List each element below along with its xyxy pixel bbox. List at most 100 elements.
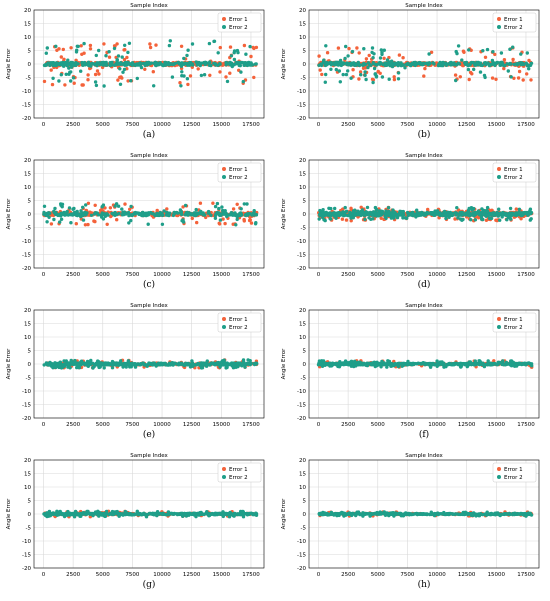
data-point [45,220,49,224]
data-point [218,70,222,74]
legend-label: Error 2 [229,325,248,331]
data-point [89,213,94,217]
data-point [235,217,239,222]
data-point [468,361,473,365]
data-point [46,61,50,65]
x-tick-label: 0 [42,272,46,278]
data-point [116,78,120,82]
x-tick-label: 17500 [517,272,535,278]
x-tick-label: 2500 [66,572,80,578]
data-point [76,212,80,217]
data-point [78,214,83,218]
data-point [483,213,488,218]
data-point [465,364,469,369]
data-point [497,207,501,211]
data-point [93,72,98,77]
data-point [126,50,130,55]
data-point [105,222,109,226]
legend-label: Error 1 [229,317,248,323]
data-point [108,206,113,210]
data-point [466,67,471,72]
data-point [139,362,143,367]
data-point [234,61,238,65]
data-point [183,363,187,367]
data-point [61,47,65,52]
data-point [123,202,127,206]
data-point [454,212,458,216]
data-point [490,208,494,213]
data-point [149,61,153,65]
data-point [151,361,155,365]
series-2 [42,39,258,88]
data-point [324,72,328,77]
legend-label: Error 1 [504,167,523,173]
y-axis-label: Angle Error [6,48,12,80]
legend [217,162,262,183]
data-point [139,65,144,70]
y-tick-label: -5 [26,76,32,82]
x-tick-label: 2500 [341,422,355,428]
x-tick-label: 2500 [66,422,80,428]
data-point [88,210,92,214]
x-tick-label: 5000 [96,122,110,128]
legend [217,312,262,333]
data-point [500,215,504,219]
data-point [422,74,426,78]
data-point [358,63,362,67]
data-point [443,213,447,218]
data-point [46,363,51,367]
data-point [130,213,134,218]
data-point [152,61,156,65]
data-point [52,217,56,222]
legend [492,162,537,183]
data-point [510,213,514,217]
data-point [387,209,391,214]
data-point [48,360,52,365]
x-tick-label: 12500 [183,272,201,278]
panel-caption: (b) [417,130,431,140]
data-point [188,74,193,78]
data-point [199,209,203,214]
data-point [72,81,76,85]
data-point [42,363,46,367]
data-point [493,52,497,57]
data-point [50,82,55,87]
data-point [469,218,473,222]
y-tick-label: -20 [22,416,31,422]
data-point [440,360,444,364]
data-point [318,68,322,72]
data-point [229,54,234,58]
data-point [135,211,140,215]
data-point [100,212,105,216]
data-point [118,82,123,87]
data-point [446,210,450,214]
data-point [454,49,458,54]
data-point [148,45,153,50]
data-point [89,64,93,68]
data-point [379,61,383,65]
data-point [201,212,205,217]
data-point [527,58,531,63]
data-point [433,209,437,213]
data-point [156,213,160,217]
data-point [217,221,221,225]
data-point [138,61,142,65]
data-point [470,72,474,76]
data-point [49,222,54,226]
data-point [102,84,106,88]
data-point [405,210,410,215]
data-point [53,365,58,369]
data-point [154,43,158,47]
data-point [81,218,86,222]
y-axis-label: Angle Error [6,348,12,380]
data-point [66,362,70,366]
data-point [371,210,376,214]
data-point [401,209,405,214]
data-point [529,78,533,82]
data-point [519,62,524,66]
data-point [119,359,123,363]
data-point [320,72,324,77]
data-point [496,214,500,218]
data-point [417,61,421,65]
